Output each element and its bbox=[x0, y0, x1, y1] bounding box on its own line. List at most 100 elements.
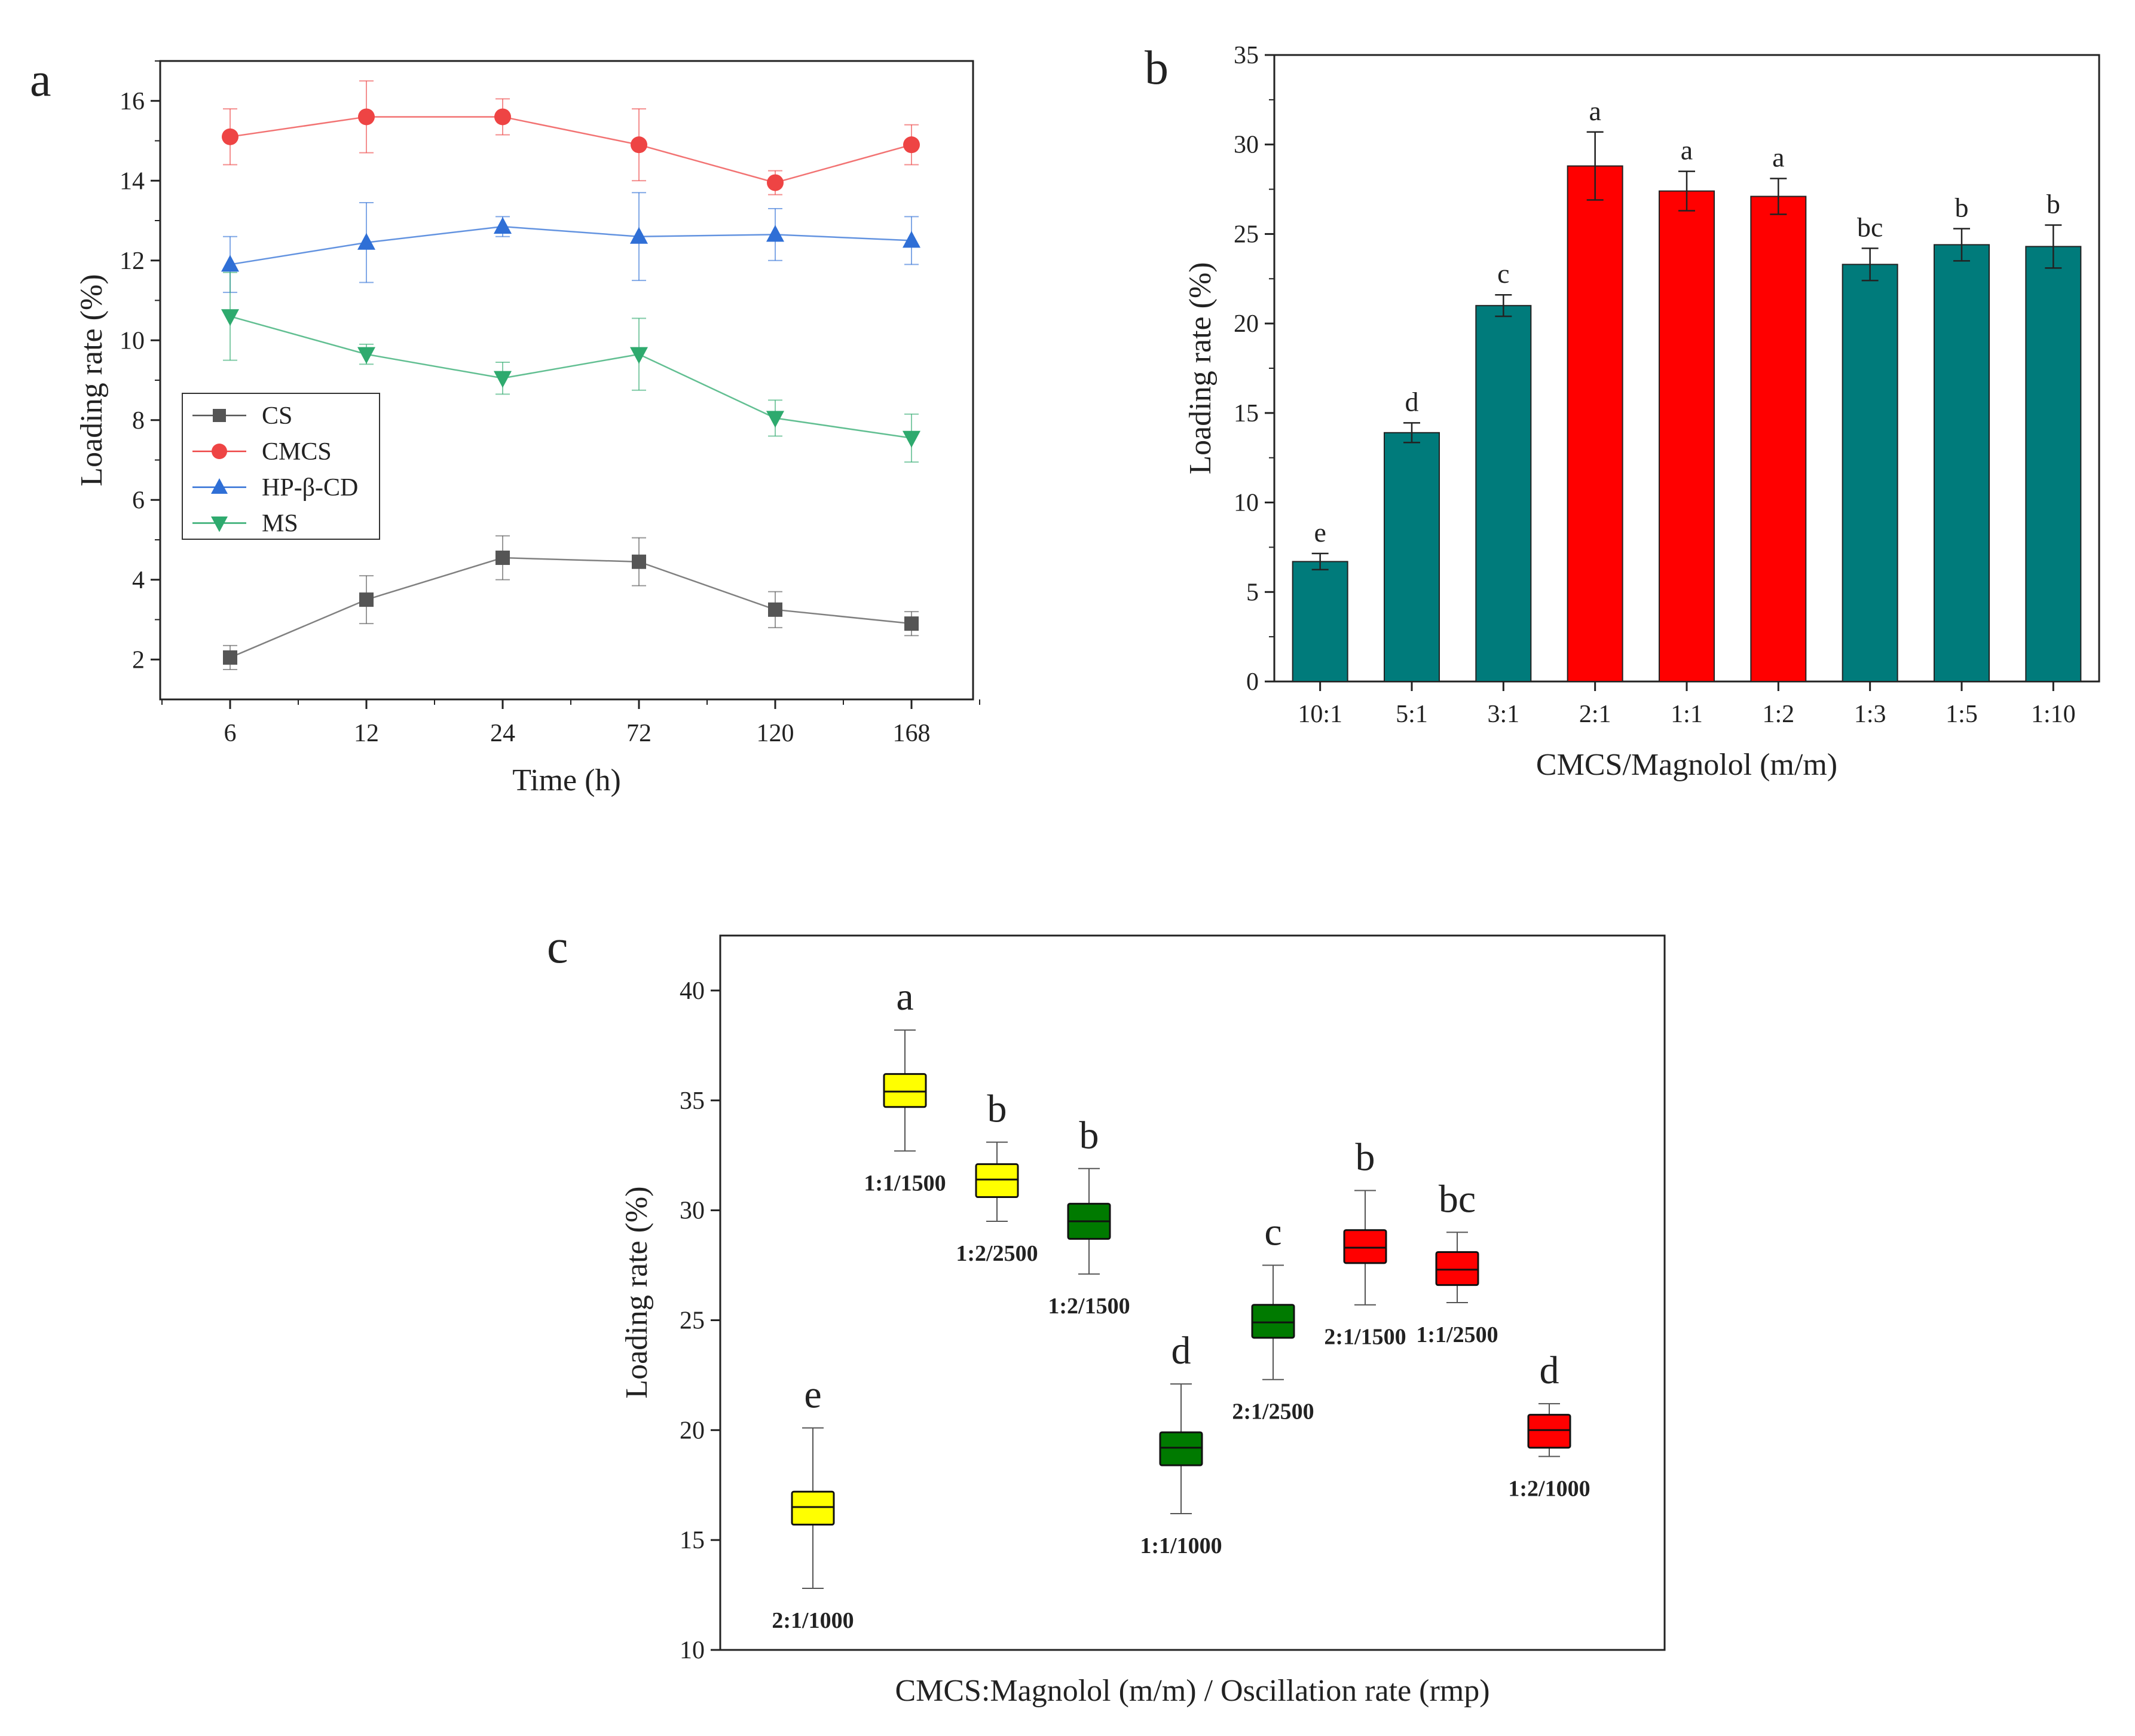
box-label: 1:2/1000 bbox=[1508, 1476, 1590, 1501]
y-tick-label: 35 bbox=[1234, 42, 1259, 69]
box-3: b 1:2/2500 bbox=[956, 1087, 1038, 1266]
significance-label: d bbox=[1172, 1329, 1191, 1373]
panel-b-x-axis-title: CMCS/Magnolol (m/m) bbox=[1536, 748, 1837, 782]
y-tick-label: 14 bbox=[120, 167, 145, 195]
y-tick-label: 20 bbox=[680, 1417, 705, 1444]
y-tick-label: 0 bbox=[1246, 668, 1259, 696]
box-label: 1:1/1000 bbox=[1140, 1533, 1222, 1558]
y-tick-label: 12 bbox=[120, 247, 145, 275]
box-1: e 2:1/1000 bbox=[772, 1373, 854, 1633]
box-2: a 1:1/1500 bbox=[864, 975, 946, 1196]
box-6: c 2:1/2500 bbox=[1232, 1211, 1314, 1425]
series-ms bbox=[221, 271, 920, 463]
data-point bbox=[630, 227, 648, 244]
data-point bbox=[632, 554, 646, 569]
data-point bbox=[768, 602, 782, 617]
data-point bbox=[357, 233, 375, 250]
x-tick-label: 1:10 bbox=[2031, 701, 2076, 728]
data-point bbox=[495, 551, 510, 566]
box-iqr bbox=[1159, 1431, 1203, 1466]
significance-label: bc bbox=[1857, 212, 1883, 242]
y-tick-label: 15 bbox=[680, 1527, 705, 1554]
box-4: b 1:2/1500 bbox=[1048, 1114, 1130, 1319]
bar bbox=[1475, 305, 1532, 682]
series-line bbox=[230, 225, 912, 265]
data-point bbox=[766, 225, 784, 242]
data-point bbox=[631, 136, 647, 154]
x-tick-label: 6 bbox=[224, 720, 237, 747]
x-tick-label: 1:3 bbox=[1854, 701, 1886, 728]
box-iqr bbox=[1435, 1251, 1479, 1286]
box-iqr bbox=[1527, 1414, 1571, 1449]
bar bbox=[1750, 195, 1807, 682]
y-tick-label: 5 bbox=[1246, 579, 1259, 606]
significance-label: d bbox=[1540, 1349, 1559, 1392]
box-iqr bbox=[1251, 1304, 1295, 1339]
box-label: 1:2/1500 bbox=[1048, 1294, 1130, 1319]
box-label: 1:2/2500 bbox=[956, 1241, 1038, 1266]
data-point bbox=[357, 347, 375, 364]
legend-label: CMCS bbox=[262, 438, 332, 466]
significance-label: b bbox=[1955, 192, 1969, 222]
data-point bbox=[223, 650, 237, 665]
y-tick-label: 6 bbox=[132, 487, 145, 514]
x-tick-label: 72 bbox=[626, 720, 651, 747]
y-tick-label: 15 bbox=[1234, 400, 1259, 427]
x-tick-label: 1:2 bbox=[1762, 701, 1794, 728]
panel-a-series bbox=[221, 80, 920, 670]
panel-a-x-axis: 6 12 24 72 120 168 bbox=[161, 699, 980, 747]
data-point bbox=[630, 347, 648, 364]
panel-a-y-axis-title: Loading rate (%) bbox=[75, 274, 109, 486]
significance-label: c bbox=[1264, 1211, 1281, 1254]
significance-label: c bbox=[1497, 258, 1509, 289]
x-tick-label: 3:1 bbox=[1487, 701, 1519, 728]
series-line bbox=[230, 557, 912, 659]
legend-label: MS bbox=[262, 510, 298, 537]
significance-label: a bbox=[1589, 96, 1601, 126]
significance-label: b bbox=[1079, 1114, 1099, 1157]
significance-label: bc bbox=[1439, 1177, 1476, 1221]
bar bbox=[1934, 244, 1990, 682]
y-tick-label: 20 bbox=[1234, 310, 1259, 338]
data-point bbox=[494, 217, 512, 234]
legend-label: HP-β-CD bbox=[262, 474, 358, 502]
x-tick-label: 12 bbox=[354, 720, 379, 747]
data-point bbox=[494, 108, 511, 126]
panel-b-bars: e 10:1 d 5:1 c 3:1 a 2:1 a 1:1 a 1:2 bc 1:3 b 1:5 b 1:10 bbox=[1292, 96, 2082, 728]
legend-marker bbox=[211, 516, 228, 532]
box-9: d 1:2/1000 bbox=[1508, 1349, 1590, 1501]
data-point bbox=[221, 309, 239, 326]
data-point bbox=[359, 592, 374, 607]
box-iqr bbox=[791, 1490, 835, 1526]
box-iqr bbox=[1343, 1229, 1387, 1264]
x-tick-label: 168 bbox=[893, 720, 931, 747]
box-5: d 1:1/1000 bbox=[1140, 1329, 1222, 1558]
box-label: 2:1/1500 bbox=[1324, 1325, 1406, 1350]
y-tick-label: 25 bbox=[680, 1307, 705, 1334]
box-8: bc 1:1/2500 bbox=[1416, 1177, 1498, 1347]
legend-label: CS bbox=[262, 402, 292, 430]
significance-label: b bbox=[987, 1087, 1007, 1131]
series-cs bbox=[223, 535, 919, 670]
data-point bbox=[903, 430, 920, 448]
data-point bbox=[766, 411, 784, 428]
y-tick-label: 10 bbox=[680, 1637, 705, 1664]
y-tick-label: 8 bbox=[132, 407, 145, 435]
panel-c-plot-frame bbox=[719, 934, 1666, 1651]
y-tick-label: 10 bbox=[120, 327, 145, 354]
y-tick-label: 16 bbox=[120, 88, 145, 115]
x-tick-label: 120 bbox=[757, 720, 794, 747]
panel-c-letter: c bbox=[547, 921, 568, 973]
data-point bbox=[222, 128, 238, 145]
bar bbox=[2025, 246, 2082, 683]
panel-c-x-axis-title: CMCS:Magnolol (m/m) / Oscillation rate (… bbox=[895, 1674, 1489, 1708]
panel-c-y-axis: 10 15 20 25 30 35 40 bbox=[680, 977, 720, 1664]
box-iqr bbox=[883, 1073, 927, 1108]
data-point bbox=[903, 136, 920, 154]
data-point bbox=[358, 108, 375, 126]
x-tick-label: 5:1 bbox=[1396, 701, 1428, 728]
series-line bbox=[230, 315, 912, 439]
data-point bbox=[767, 174, 784, 191]
significance-label: d bbox=[1405, 386, 1419, 417]
